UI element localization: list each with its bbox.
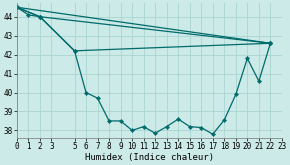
X-axis label: Humidex (Indice chaleur): Humidex (Indice chaleur)	[85, 152, 214, 162]
